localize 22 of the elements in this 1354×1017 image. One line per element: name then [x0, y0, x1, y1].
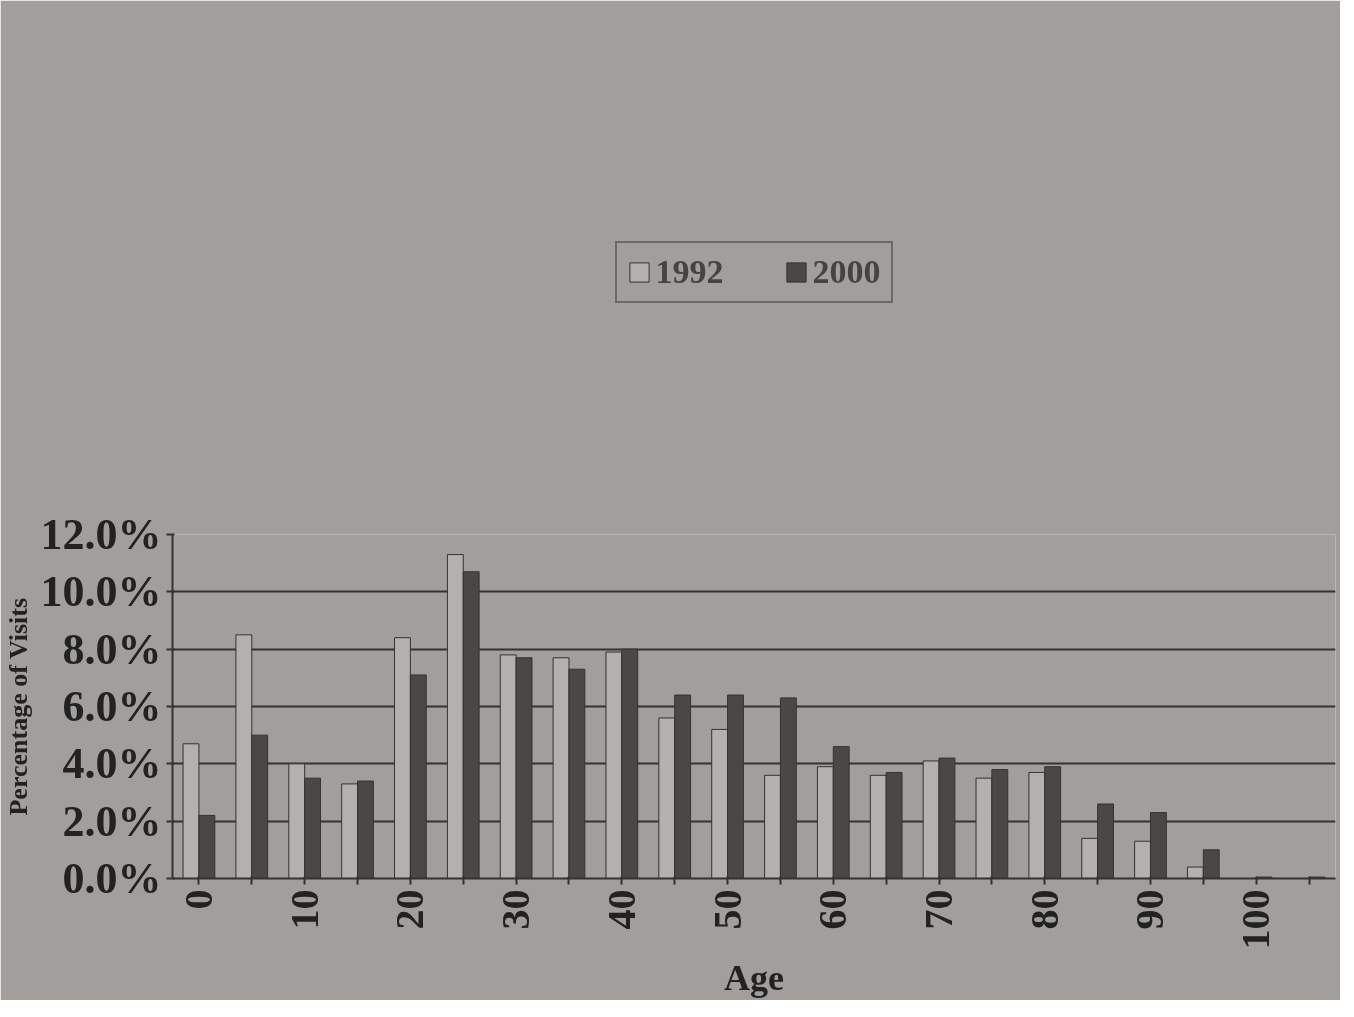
y-tick-label: 12.0%: [40, 510, 162, 559]
y-tick-label: 0.0%: [62, 854, 162, 903]
x-tick-label: 30: [493, 889, 539, 930]
x-tick-label: 60: [810, 889, 856, 930]
y-axis-title: Percentage of Visits: [3, 597, 33, 816]
x-tick-label: 40: [598, 889, 644, 930]
y-tick-label: 8.0%: [62, 624, 162, 674]
x-tick-label: 50: [704, 889, 750, 930]
x-tick-label: 70: [916, 889, 962, 930]
x-tick-label: 80: [1021, 889, 1067, 930]
y-tick-label: 2.0%: [62, 796, 162, 846]
y-tick-label: 4.0%: [62, 739, 162, 789]
x-tick-label: 0: [175, 889, 221, 910]
x-tick-label: 90: [1127, 889, 1173, 930]
legend-label: 2000: [812, 253, 881, 291]
x-tick-label: 10: [281, 889, 327, 930]
x-tick-label: 100: [1233, 889, 1279, 950]
x-axis-title: Age: [724, 957, 785, 998]
y-tick-label: 10.0%: [40, 567, 162, 617]
x-tick-label: 20: [387, 889, 433, 930]
legend-label: 1992: [655, 253, 724, 291]
y-tick-label: 6.0%: [62, 682, 162, 731]
